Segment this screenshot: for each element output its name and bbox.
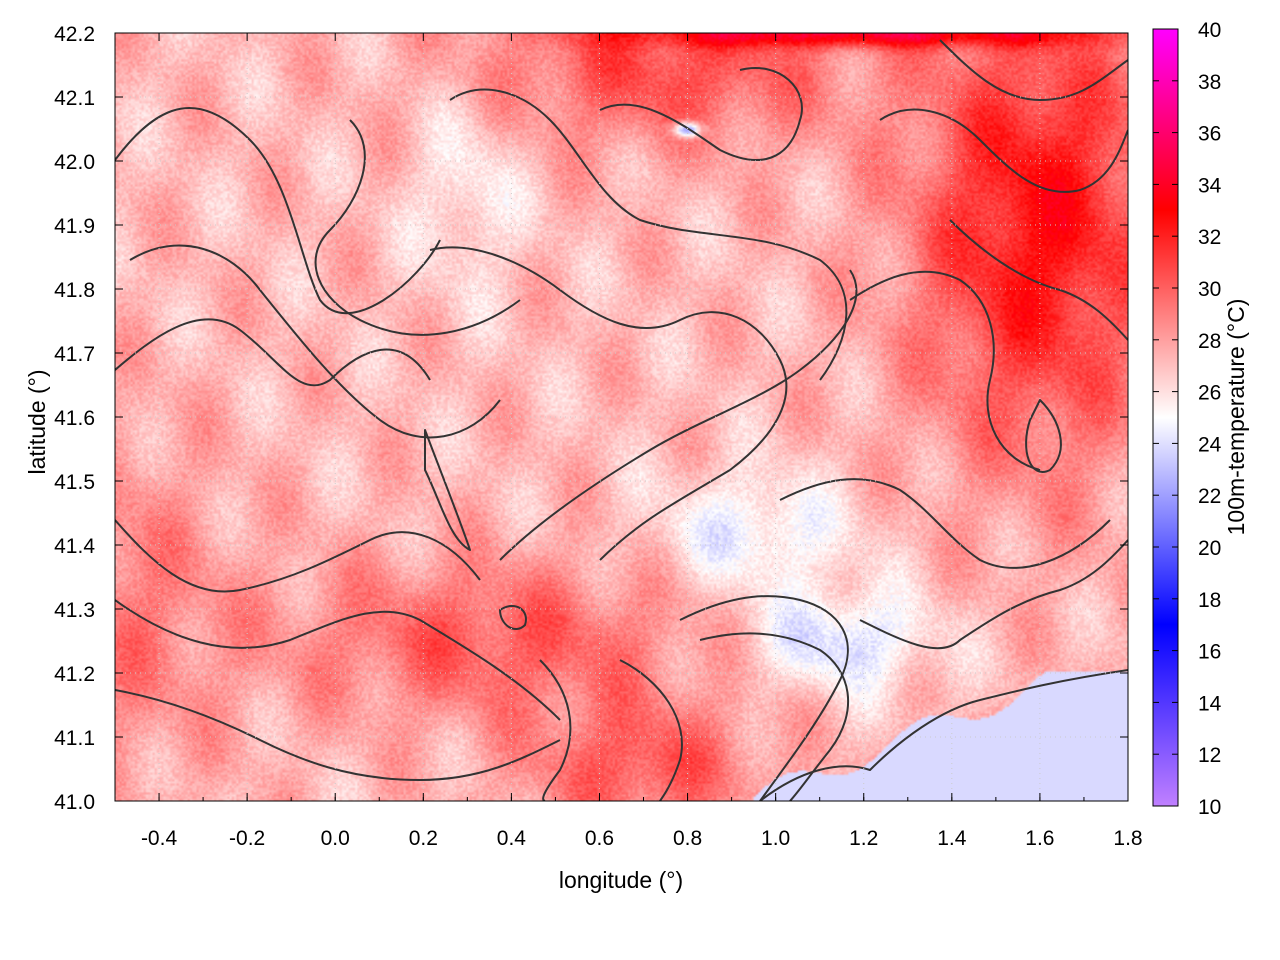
contour-line (539, 659, 572, 801)
y-axis-ticks: 41.0 41.1 41.2 41.3 41.4 41.5 41.6 41.7 41.8 41.9… (54, 23, 1128, 814)
colorbar-tick-label: 22 (1198, 485, 1221, 508)
y-tick-label: 41.1 (54, 727, 95, 750)
contour-line (499, 269, 858, 561)
x-axis-ticks: -0.4 -0.2 0.0 0.2 0.4 0.6 0.8 1.0 1.2 1.4 1.6 1.8 (114, 33, 1143, 850)
grid (115, 33, 1128, 801)
x-axis-title: longitude (°) (559, 867, 683, 893)
colorbar-tick-label: 40 (1198, 19, 1221, 42)
y-tick-label: 41.4 (54, 535, 95, 558)
x-tick-label: 1.4 (937, 827, 967, 850)
y-tick-label: 41.8 (54, 279, 95, 302)
colorbar-tick-label: 12 (1198, 744, 1221, 767)
contour-line (879, 108, 1128, 193)
colorbar-tick-label: 20 (1198, 537, 1221, 560)
contour-line (115, 519, 481, 593)
colorbar-ticks: 10 12 14 16 18 20 22 24 26 28 30 32 34 36 38 40 (1153, 19, 1222, 819)
contour-line (949, 219, 1128, 341)
y-tick-label: 41.9 (54, 215, 95, 238)
colorbar (1152, 28, 1179, 807)
y-tick-label: 42.0 (54, 151, 95, 174)
y-tick-label: 41.0 (54, 791, 95, 814)
contour-line (115, 106, 441, 315)
contour-line (129, 244, 501, 439)
y-tick-label: 41.3 (54, 599, 95, 622)
heatmap-field (115, 33, 1128, 801)
x-tick-label: 0.0 (321, 827, 350, 850)
colorbar-tick-label: 34 (1198, 174, 1222, 197)
contour-line (115, 599, 561, 721)
colorbar-tick-label: 10 (1198, 796, 1221, 819)
contour-line (599, 67, 803, 161)
contour-line (429, 246, 788, 561)
contour-line (314, 119, 521, 336)
contour-line (499, 605, 527, 630)
colorbar-tick-label: 36 (1198, 123, 1221, 146)
colorbar-tick-label: 14 (1198, 692, 1222, 715)
colorbar-tick-label: 28 (1198, 330, 1221, 353)
terrain-contours (115, 39, 1128, 801)
x-tick-label: -0.4 (141, 827, 178, 850)
colorbar-title: 100m-temperature (°C) (1223, 299, 1249, 536)
y-axis-title: latitude (°) (24, 369, 50, 474)
contour-line (619, 659, 683, 801)
contour-line (699, 632, 850, 801)
y-tick-label: 42.2 (54, 23, 95, 46)
contour-line (849, 270, 1041, 471)
contour-line (939, 39, 1128, 101)
y-tick-label: 41.5 (54, 471, 95, 494)
contour-line (449, 88, 848, 381)
colorbar-tick-label: 30 (1198, 278, 1221, 301)
colorbar-tick-label: 24 (1198, 433, 1222, 456)
contour-line (1025, 399, 1062, 473)
contour-line (115, 318, 431, 387)
colorbar-tick-label: 26 (1198, 382, 1221, 405)
y-tick-label: 41.7 (54, 343, 95, 366)
x-tick-label: 1.2 (849, 827, 878, 850)
x-tick-label: 1.6 (1025, 827, 1054, 850)
y-tick-label: 42.1 (54, 87, 95, 110)
x-tick-label: 1.8 (1113, 827, 1142, 850)
y-tick-label: 41.6 (54, 407, 95, 430)
x-tick-label: 1.0 (761, 827, 790, 850)
contour-line (759, 669, 1128, 801)
y-tick-label: 41.2 (54, 663, 95, 686)
contour-line (679, 595, 849, 801)
contour-line (859, 539, 1128, 650)
x-tick-label: 0.2 (409, 827, 438, 850)
x-tick-label: 0.6 (585, 827, 614, 850)
contour-line (115, 689, 561, 781)
x-tick-label: 0.4 (497, 827, 527, 850)
contour-line (779, 478, 1111, 569)
contour-line (424, 429, 471, 551)
x-tick-label: -0.2 (229, 827, 265, 850)
colorbar-tick-label: 16 (1198, 641, 1221, 664)
colorbar-tick-label: 32 (1198, 226, 1221, 249)
colorbar-tick-label: 38 (1198, 71, 1221, 94)
colorbar-tick-label: 18 (1198, 589, 1221, 612)
x-tick-label: 0.8 (673, 827, 702, 850)
